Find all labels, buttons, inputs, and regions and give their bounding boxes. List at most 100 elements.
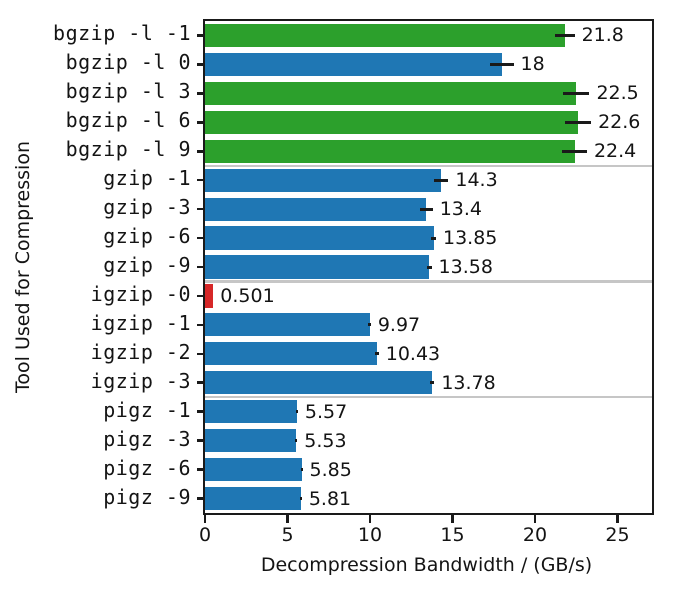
bar: [205, 110, 578, 134]
bar-value-label: 21.8: [581, 24, 624, 47]
bar: [205, 342, 378, 366]
bar: [205, 81, 577, 105]
bar: [205, 255, 430, 279]
error-bar: [562, 149, 587, 153]
y-tick-label: pigz -6: [103, 455, 191, 480]
bar-value-label: 5.81: [308, 487, 352, 510]
y-tick-label: bgzip -l -1: [53, 21, 191, 46]
error-bar: [295, 410, 298, 414]
x-tick-label: 5: [281, 524, 294, 546]
y-tick-mark: [197, 323, 205, 327]
bar-value-label: 13.4: [439, 198, 482, 221]
bar: [205, 313, 370, 337]
bar-value-label: 14.3: [455, 169, 498, 192]
error-bar: [375, 352, 379, 356]
x-tick-mark: [368, 515, 372, 523]
y-tick-label: bgzip -l 0: [65, 50, 191, 75]
y-tick-label: gzip -1: [103, 166, 191, 191]
x-tick-mark: [533, 515, 537, 523]
bar: [205, 197, 427, 221]
group-separator-line: [205, 396, 652, 399]
x-tick-label: 0: [198, 524, 212, 546]
bar-value-label: 0.501: [220, 284, 275, 307]
y-tick-mark: [197, 497, 205, 500]
y-tick-mark: [197, 207, 205, 211]
y-tick-label: gzip -3: [103, 195, 191, 220]
bar: [205, 371, 433, 395]
x-tick-mark: [286, 515, 289, 523]
y-tick-mark: [197, 34, 205, 37]
bar-value-label: 5.85: [309, 458, 352, 481]
bar: [205, 486, 301, 511]
y-tick-label: gzip -6: [103, 224, 191, 249]
error-bar: [431, 236, 436, 240]
bar-value-label: 13.58: [438, 256, 493, 278]
y-tick-mark: [197, 92, 205, 95]
error-bar: [426, 265, 432, 269]
bar-value-label: 5.53: [304, 429, 347, 452]
x-tick-mark: [616, 515, 619, 523]
y-tick-mark: [197, 265, 205, 269]
bar: [205, 52, 502, 76]
y-tick-mark: [197, 439, 205, 442]
error-bar: [430, 381, 435, 385]
y-tick-label: pigz -1: [103, 397, 191, 422]
y-tick-label: pigz -9: [103, 484, 191, 509]
bar: [205, 400, 297, 424]
y-tick-mark: [197, 294, 205, 298]
plot-area: 21.8 18 22.5 22.6 22.4 14.3 13.4 13.85 13.58 0.50…: [203, 19, 654, 515]
y-tick-label: bgzip -l 9: [65, 137, 191, 162]
y-tick-label: igzip -1: [90, 310, 191, 335]
bar: [205, 139, 575, 163]
y-tick-mark: [197, 468, 205, 471]
bar: [205, 457, 302, 482]
x-tick-label: 15: [440, 524, 465, 546]
y-tick-mark: [197, 352, 205, 356]
y-tick-mark: [197, 381, 205, 385]
error-bar: [368, 323, 371, 327]
error-bar: [563, 91, 590, 95]
error-bar: [564, 120, 592, 124]
y-tick-label: pigz -3: [103, 426, 191, 451]
error-bar: [554, 33, 575, 37]
y-tick-mark: [197, 63, 205, 66]
group-separator-line: [205, 164, 652, 167]
error-bar: [295, 439, 298, 443]
y-tick-label: bgzip -l 6: [65, 108, 191, 133]
bar: [205, 168, 441, 192]
bar-value-label: 13.78: [441, 371, 496, 394]
bar: [205, 284, 214, 308]
x-axis-label: Decompression Bandwidth / (GB/s): [260, 554, 593, 576]
bar-value-label: 22.6: [598, 111, 641, 134]
error-bar: [299, 497, 302, 501]
bar-value-label: 22.4: [593, 140, 637, 163]
bar: [205, 429, 297, 453]
y-tick-label: igzip -0: [90, 281, 191, 306]
bar-value-label: 10.43: [385, 342, 441, 365]
error-bar: [433, 178, 449, 182]
bar-value-label: 22.5: [596, 82, 639, 105]
bar-value-label: 9.97: [377, 313, 421, 336]
error-bar: [300, 468, 303, 472]
group-separator-line: [205, 280, 652, 283]
y-tick-mark: [197, 236, 205, 240]
error-bar: [490, 62, 514, 66]
x-tick-label: 20: [522, 524, 548, 546]
bar-value-label: 18: [520, 53, 545, 76]
x-tick-label: 10: [357, 524, 383, 546]
bar-value-label: 13.85: [443, 227, 498, 250]
y-tick-label: gzip -9: [103, 253, 191, 277]
x-tick-mark: [203, 515, 207, 523]
error-bar: [419, 207, 433, 211]
bar-value-label: 5.57: [304, 400, 348, 423]
bar: [205, 226, 434, 250]
x-tick-mark: [451, 515, 454, 523]
x-tick-label: 25: [605, 524, 630, 546]
y-axis-label: Tool Used for Compression: [12, 141, 34, 393]
y-tick-label: igzip -2: [90, 339, 191, 364]
bar: [205, 23, 565, 48]
y-tick-label: igzip -3: [90, 368, 191, 393]
y-tick-mark: [197, 120, 205, 124]
y-tick-mark: [197, 178, 205, 182]
